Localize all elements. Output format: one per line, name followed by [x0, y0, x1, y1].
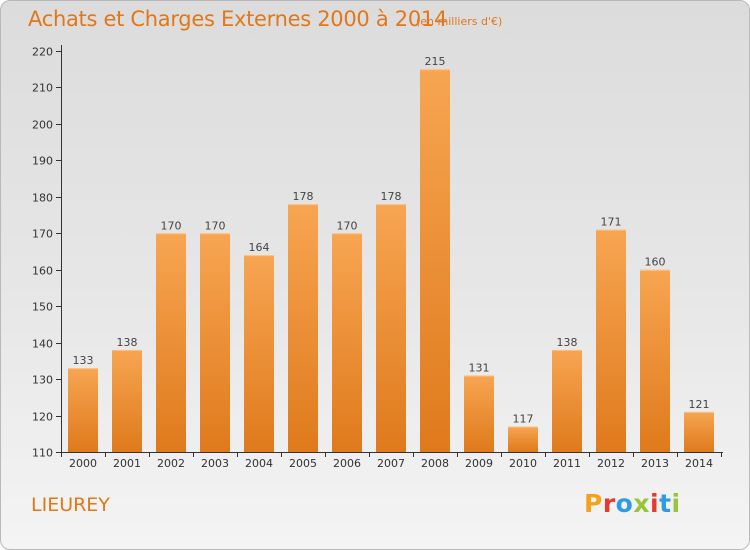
- y-tick-label-120: 120: [32, 411, 53, 424]
- value-label-2008: 215: [425, 55, 446, 68]
- chart-title: Achats et Charges Externes 2000 à 2014: [28, 7, 448, 31]
- logo-letter: P: [584, 489, 603, 518]
- value-label-2003: 170: [205, 219, 226, 232]
- logo-letter: o: [615, 489, 634, 518]
- bar-2005: [288, 204, 318, 452]
- x-tick-label-2003: 2003: [201, 457, 229, 470]
- y-tick-label-200: 200: [32, 119, 53, 132]
- value-label-2004: 164: [249, 241, 270, 254]
- value-label-2014: 121: [689, 398, 710, 411]
- value-label-2001: 138: [117, 336, 138, 349]
- value-label-2010: 117: [513, 412, 534, 425]
- y-tick-label-110: 110: [32, 447, 53, 460]
- bar-2004: [244, 255, 274, 452]
- y-tick-label-190: 190: [32, 155, 53, 168]
- bar-2007: [376, 204, 406, 452]
- bar-2006: [332, 233, 362, 452]
- bar-2009: [464, 375, 494, 452]
- bar-2012: [596, 229, 626, 452]
- y-tick-label-150: 150: [32, 301, 53, 314]
- bar-2003: [200, 233, 230, 452]
- bar-2000: [68, 368, 98, 452]
- y-tick-label-220: 220: [32, 46, 53, 59]
- bar-2014: [684, 411, 714, 452]
- x-tick-label-2004: 2004: [245, 457, 273, 470]
- value-label-2000: 133: [73, 354, 94, 367]
- x-tick-label-2014: 2014: [685, 457, 713, 470]
- bar-2010: [508, 426, 538, 452]
- logo-letter: i: [650, 489, 660, 518]
- logo-letter: r: [602, 489, 616, 518]
- bar-2013: [640, 269, 670, 452]
- y-tick-label-180: 180: [32, 192, 53, 205]
- x-tick-label-2010: 2010: [509, 457, 537, 470]
- value-label-2011: 138: [557, 336, 578, 349]
- x-tick-label-2006: 2006: [333, 457, 361, 470]
- x-tick-label-2000: 2000: [69, 457, 97, 470]
- y-tick-label-170: 170: [32, 228, 53, 241]
- value-label-2002: 170: [161, 219, 182, 232]
- y-tick-label-160: 160: [32, 265, 53, 278]
- value-label-2006: 170: [337, 219, 358, 232]
- logo-letter: x: [633, 489, 650, 518]
- x-tick-label-2005: 2005: [289, 457, 317, 470]
- bar-2002: [156, 233, 186, 452]
- bar-2011: [552, 349, 582, 452]
- value-label-2009: 131: [469, 361, 490, 374]
- x-tick-label-2001: 2001: [113, 457, 141, 470]
- x-tick-label-2011: 2011: [553, 457, 581, 470]
- y-tick-label-210: 210: [32, 82, 53, 95]
- bar-2001: [112, 349, 142, 452]
- x-tick-label-2009: 2009: [465, 457, 493, 470]
- x-tick-label-2012: 2012: [597, 457, 625, 470]
- x-tick-label-2008: 2008: [421, 457, 449, 470]
- logo-letter: t: [659, 489, 672, 518]
- chart-subtitle: (en milliers d'€): [416, 15, 503, 28]
- bar-2008: [420, 69, 450, 453]
- commune-name: LIEUREY: [31, 494, 110, 516]
- value-label-2012: 171: [601, 216, 622, 229]
- y-tick-label-140: 140: [32, 338, 53, 351]
- x-tick-label-2013: 2013: [641, 457, 669, 470]
- value-label-2005: 178: [293, 190, 314, 203]
- value-label-2013: 160: [645, 256, 666, 269]
- proxiti-logo[interactable]: Proxiti: [584, 489, 681, 518]
- y-tick-label-130: 130: [32, 374, 53, 387]
- x-tick-label-2007: 2007: [377, 457, 405, 470]
- x-tick-label-2002: 2002: [157, 457, 185, 470]
- logo-letter: i: [671, 489, 681, 518]
- value-label-2007: 178: [381, 190, 402, 203]
